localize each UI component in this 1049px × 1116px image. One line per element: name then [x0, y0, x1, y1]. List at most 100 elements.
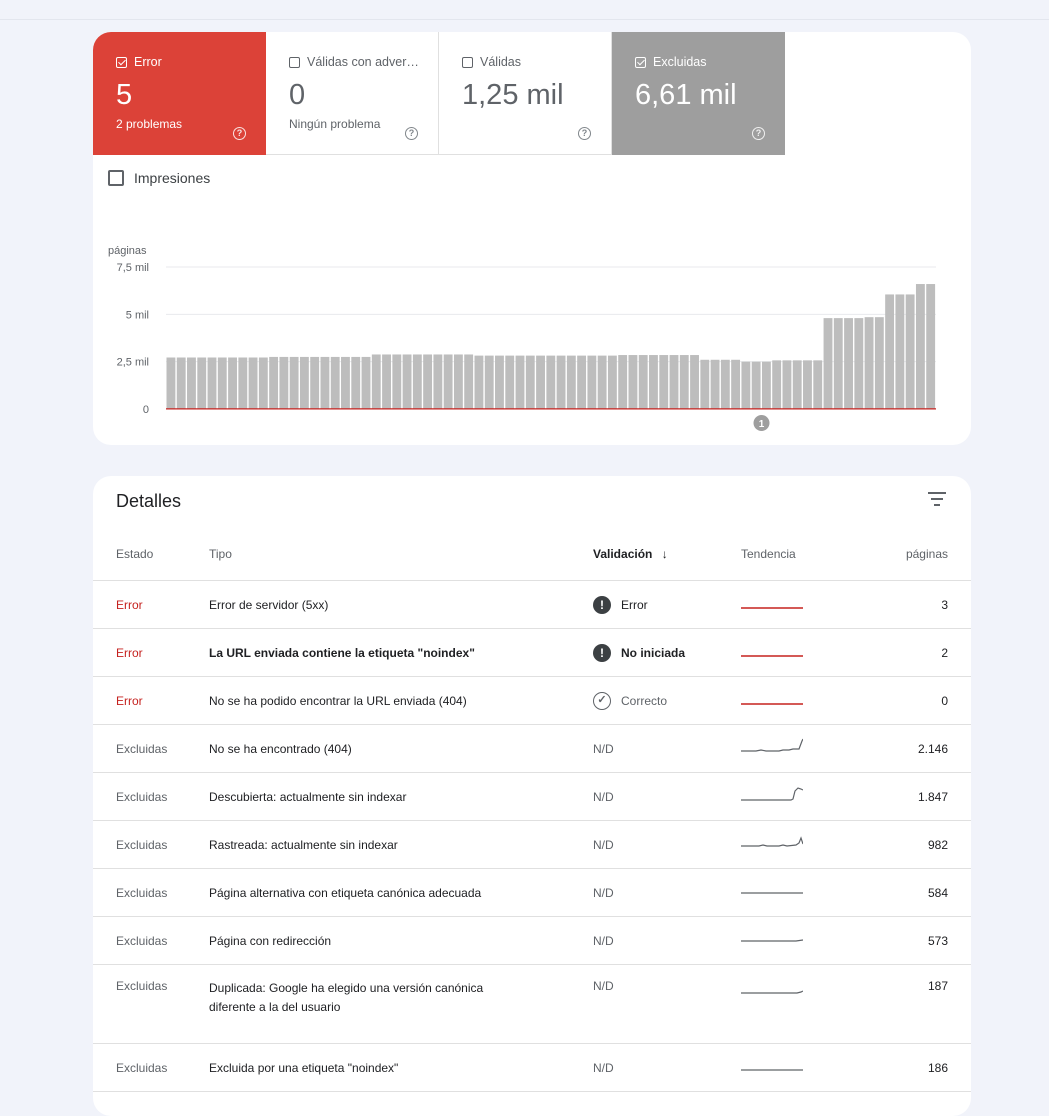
- tile-valid-checkbox[interactable]: [462, 56, 473, 68]
- table-row[interactable]: Excluidas Duplicada: Google ha elegido u…: [93, 964, 971, 1044]
- type-cell: La URL enviada contiene la etiqueta "noi…: [209, 628, 593, 677]
- table-row[interactable]: Excluidas No se ha encontrado (404) N/D …: [93, 724, 971, 773]
- chart-bar: [299, 356, 309, 409]
- y-axis-label: páginas: [108, 245, 147, 257]
- table-row[interactable]: Excluidas Descubierta: actualmente sin i…: [93, 772, 971, 821]
- chart-bar: [453, 354, 463, 409]
- header-validacion[interactable]: Validación ↓: [593, 528, 741, 581]
- chart-bar: [628, 355, 638, 409]
- trend-cell: [741, 628, 841, 677]
- chart-bar: [761, 361, 771, 409]
- header-tendencia[interactable]: Tendencia: [741, 528, 841, 581]
- chart-bar: [258, 357, 268, 409]
- chart-bar: [885, 294, 895, 409]
- type-cell: Página con redirección: [209, 916, 593, 965]
- trend-sparkline: [741, 655, 803, 657]
- tile-valid-warning[interactable]: Válidas con adver… 0 Ningún problema ?: [266, 32, 439, 155]
- header-paginas[interactable]: páginas: [841, 528, 971, 581]
- table-row[interactable]: Excluidas Excluida por una etiqueta "noi…: [93, 1043, 971, 1092]
- chart-bar: [525, 355, 535, 409]
- check-circle-icon: ✓: [593, 691, 611, 710]
- validation-cell: N/D: [593, 868, 741, 917]
- trend-cell: [741, 820, 841, 869]
- tile-excluded[interactable]: Excluidas 6,61 mil ?: [612, 32, 785, 155]
- pages-cell: 186: [841, 1043, 971, 1092]
- help-icon[interactable]: ?: [578, 127, 591, 140]
- filter-icon[interactable]: [928, 492, 946, 506]
- pages-cell: 187: [841, 964, 971, 1044]
- trend-sparkline: [741, 836, 804, 847]
- chart-bar: [197, 357, 207, 409]
- chart-bar: [341, 356, 350, 409]
- chart-bar: [772, 360, 782, 409]
- chart-bar: [495, 355, 504, 409]
- trend-sparkline: [741, 990, 804, 994]
- chart-bar: [248, 357, 258, 409]
- pages-cell: 0: [841, 676, 971, 725]
- chart-bar: [289, 356, 299, 409]
- trend-cell: [741, 772, 841, 821]
- status-cell: Excluidas: [93, 964, 209, 1044]
- status-cell: Error: [93, 580, 209, 629]
- chart-bar: [690, 355, 699, 409]
- alert-icon: !: [593, 643, 611, 662]
- chart-bar: [597, 355, 607, 409]
- status-cell: Excluidas: [93, 772, 209, 821]
- chart-bar: [228, 357, 237, 409]
- impressions-toggle[interactable]: Impresiones: [108, 170, 210, 186]
- tile-valid[interactable]: Válidas 1,25 mil ?: [439, 32, 612, 155]
- tile-valid-warning-checkbox[interactable]: [289, 56, 300, 68]
- table-row[interactable]: Error Error de servidor (5xx) ! Error 3: [93, 580, 971, 629]
- impressions-checkbox[interactable]: [108, 170, 124, 186]
- tile-valid-label: Válidas: [480, 55, 521, 69]
- type-cell: Descubierta: actualmente sin indexar: [209, 772, 593, 821]
- chart-bar: [874, 317, 884, 409]
- status-tiles: Error 5 2 problemas ? Válidas con adver……: [93, 32, 786, 155]
- table-row[interactable]: Error No se ha podido encontrar la URL e…: [93, 676, 971, 725]
- tile-error[interactable]: Error 5 2 problemas ?: [93, 32, 266, 155]
- chart-bar: [854, 318, 864, 409]
- tile-valid-value: 1,25 mil: [462, 79, 564, 111]
- chart-bar: [217, 357, 227, 409]
- validation-cell: N/D: [593, 724, 741, 773]
- trend-sparkline: [741, 892, 803, 894]
- chart-bar: [864, 317, 874, 409]
- coverage-summary-card: Error 5 2 problemas ? Válidas con adver……: [93, 32, 971, 445]
- tile-excluded-checkbox[interactable]: [635, 56, 646, 68]
- tile-error-checkbox[interactable]: [116, 56, 127, 68]
- status-cell: Error: [93, 628, 209, 677]
- chart-bar: [443, 354, 453, 409]
- trend-sparkline: [741, 607, 803, 609]
- help-icon[interactable]: ?: [752, 127, 765, 140]
- trend-cell: [741, 916, 841, 965]
- pages-cell: 2: [841, 628, 971, 677]
- validation-cell: ! Error: [593, 580, 741, 629]
- chart-bar: [905, 294, 915, 409]
- table-row[interactable]: Excluidas Página alternativa con etiquet…: [93, 868, 971, 917]
- tile-valid-warning-sub: Ningún problema: [289, 117, 381, 131]
- annotation-label: 1: [759, 419, 765, 430]
- trend-cell: [741, 868, 841, 917]
- chart-bar: [751, 361, 761, 409]
- chart-bar: [392, 354, 402, 409]
- trend-sparkline: [741, 939, 804, 942]
- y-tick-label: 7,5 mil: [117, 262, 149, 274]
- header-tipo[interactable]: Tipo: [209, 528, 593, 581]
- chart-bar: [351, 356, 361, 409]
- help-icon[interactable]: ?: [233, 127, 246, 140]
- table-row[interactable]: Error La URL enviada contiene la etiquet…: [93, 628, 971, 677]
- details-title: Detalles: [116, 491, 182, 511]
- header-estado[interactable]: Estado: [93, 528, 209, 581]
- table-row[interactable]: Excluidas Rastreada: actualmente sin ind…: [93, 820, 971, 869]
- table-row[interactable]: Excluidas Página con redirección N/D 573: [93, 916, 971, 965]
- validation-cell: N/D: [593, 772, 741, 821]
- type-text: Duplicada: Google ha elegido una versión…: [209, 981, 484, 1014]
- help-icon[interactable]: ?: [405, 127, 418, 140]
- chart-bar: [649, 355, 658, 409]
- pages-cell: 2.146: [841, 724, 971, 773]
- chart-bar: [720, 359, 730, 409]
- status-cell: Excluidas: [93, 868, 209, 917]
- chart-bar: [926, 284, 936, 409]
- chart-bar: [166, 357, 176, 409]
